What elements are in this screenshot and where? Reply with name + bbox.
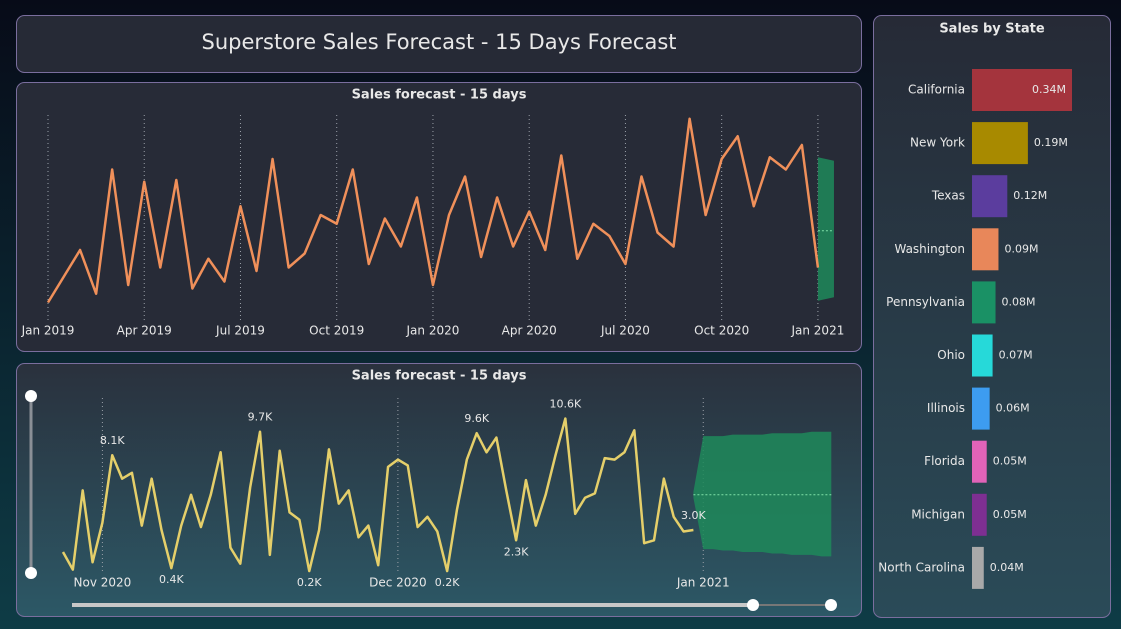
data-label: 2.3K bbox=[504, 545, 529, 558]
data-label: 10.6K bbox=[549, 398, 581, 411]
data-label: 0.12M bbox=[1013, 189, 1047, 202]
slicer-handle[interactable] bbox=[747, 599, 759, 611]
data-label: 0.05M bbox=[993, 508, 1027, 521]
bar bbox=[972, 69, 1072, 111]
forecast-band bbox=[693, 431, 832, 557]
data-label: 0.19M bbox=[1034, 136, 1068, 149]
bar bbox=[972, 440, 987, 483]
y-tick-label: Texas bbox=[931, 189, 965, 203]
forecast-band bbox=[817, 157, 834, 301]
data-label: 0.4K bbox=[159, 573, 184, 586]
data-label: 0.04M bbox=[990, 561, 1024, 574]
data-label: 0.09M bbox=[1004, 242, 1038, 255]
x-tick-label: Apr 2019 bbox=[117, 324, 172, 338]
x-tick-label: Oct 2020 bbox=[694, 324, 749, 338]
bar bbox=[972, 546, 984, 589]
data-label: 9.7K bbox=[248, 411, 273, 424]
slicer-handle[interactable] bbox=[825, 599, 837, 611]
bar bbox=[972, 175, 1008, 218]
bar bbox=[972, 122, 1028, 165]
x-tick-label: Jul 2019 bbox=[215, 324, 265, 338]
bar bbox=[972, 228, 999, 271]
x-tick-label: Jan 2020 bbox=[406, 324, 460, 338]
series-line bbox=[46, 117, 820, 304]
slicer-handle[interactable] bbox=[25, 567, 37, 579]
x-tick-label: Apr 2020 bbox=[502, 324, 557, 338]
x-tick-label: Jul 2020 bbox=[600, 324, 650, 338]
x-tick-label: Jan 2021 bbox=[790, 324, 844, 338]
data-label: 9.6K bbox=[464, 412, 489, 425]
x-tick-label: Dec 2020 bbox=[369, 576, 427, 590]
data-label: 0.07M bbox=[999, 349, 1033, 362]
y-tick-label: Ohio bbox=[937, 348, 965, 362]
x-tick-label: Jan 2021 bbox=[676, 576, 730, 590]
x-tick-label: Nov 2020 bbox=[74, 576, 132, 590]
chart-title: Sales forecast - 15 days bbox=[352, 369, 527, 384]
data-label: 0.2K bbox=[297, 576, 322, 589]
data-label: 0.06M bbox=[996, 402, 1030, 415]
data-label: 8.1K bbox=[100, 434, 125, 447]
x-tick-label: Jan 2019 bbox=[21, 324, 75, 338]
y-tick-label: Illinois bbox=[927, 401, 965, 415]
panel-bottom bbox=[16, 363, 862, 617]
series-line bbox=[61, 417, 694, 573]
slicer-handle[interactable] bbox=[25, 390, 37, 402]
data-label: 0.05M bbox=[993, 455, 1027, 468]
y-tick-label: Pennsylvania bbox=[886, 295, 965, 309]
data-label: 0.08M bbox=[1002, 295, 1036, 308]
dashboard-title: Superstore Sales Forecast - 15 Days Fore… bbox=[201, 30, 676, 54]
bar bbox=[972, 387, 990, 430]
y-tick-label: Washington bbox=[894, 242, 965, 256]
bar bbox=[972, 281, 996, 324]
y-tick-label: New York bbox=[910, 136, 965, 150]
bar bbox=[972, 334, 993, 377]
y-tick-label: Florida bbox=[924, 454, 965, 468]
bar bbox=[972, 493, 987, 536]
data-label: 3.0K bbox=[681, 509, 706, 522]
panel-top bbox=[16, 82, 862, 352]
y-tick-label: California bbox=[908, 83, 965, 97]
x-tick-label: Oct 2019 bbox=[309, 324, 364, 338]
y-tick-label: North Carolina bbox=[878, 560, 965, 574]
y-tick-label: Michigan bbox=[911, 507, 965, 521]
chart-title: Sales by State bbox=[939, 22, 1045, 37]
data-label: 0.34M bbox=[1032, 83, 1066, 96]
title-panel bbox=[16, 15, 862, 73]
data-label: 0.2K bbox=[435, 576, 460, 589]
chart-title: Sales forecast - 15 days bbox=[352, 88, 527, 103]
